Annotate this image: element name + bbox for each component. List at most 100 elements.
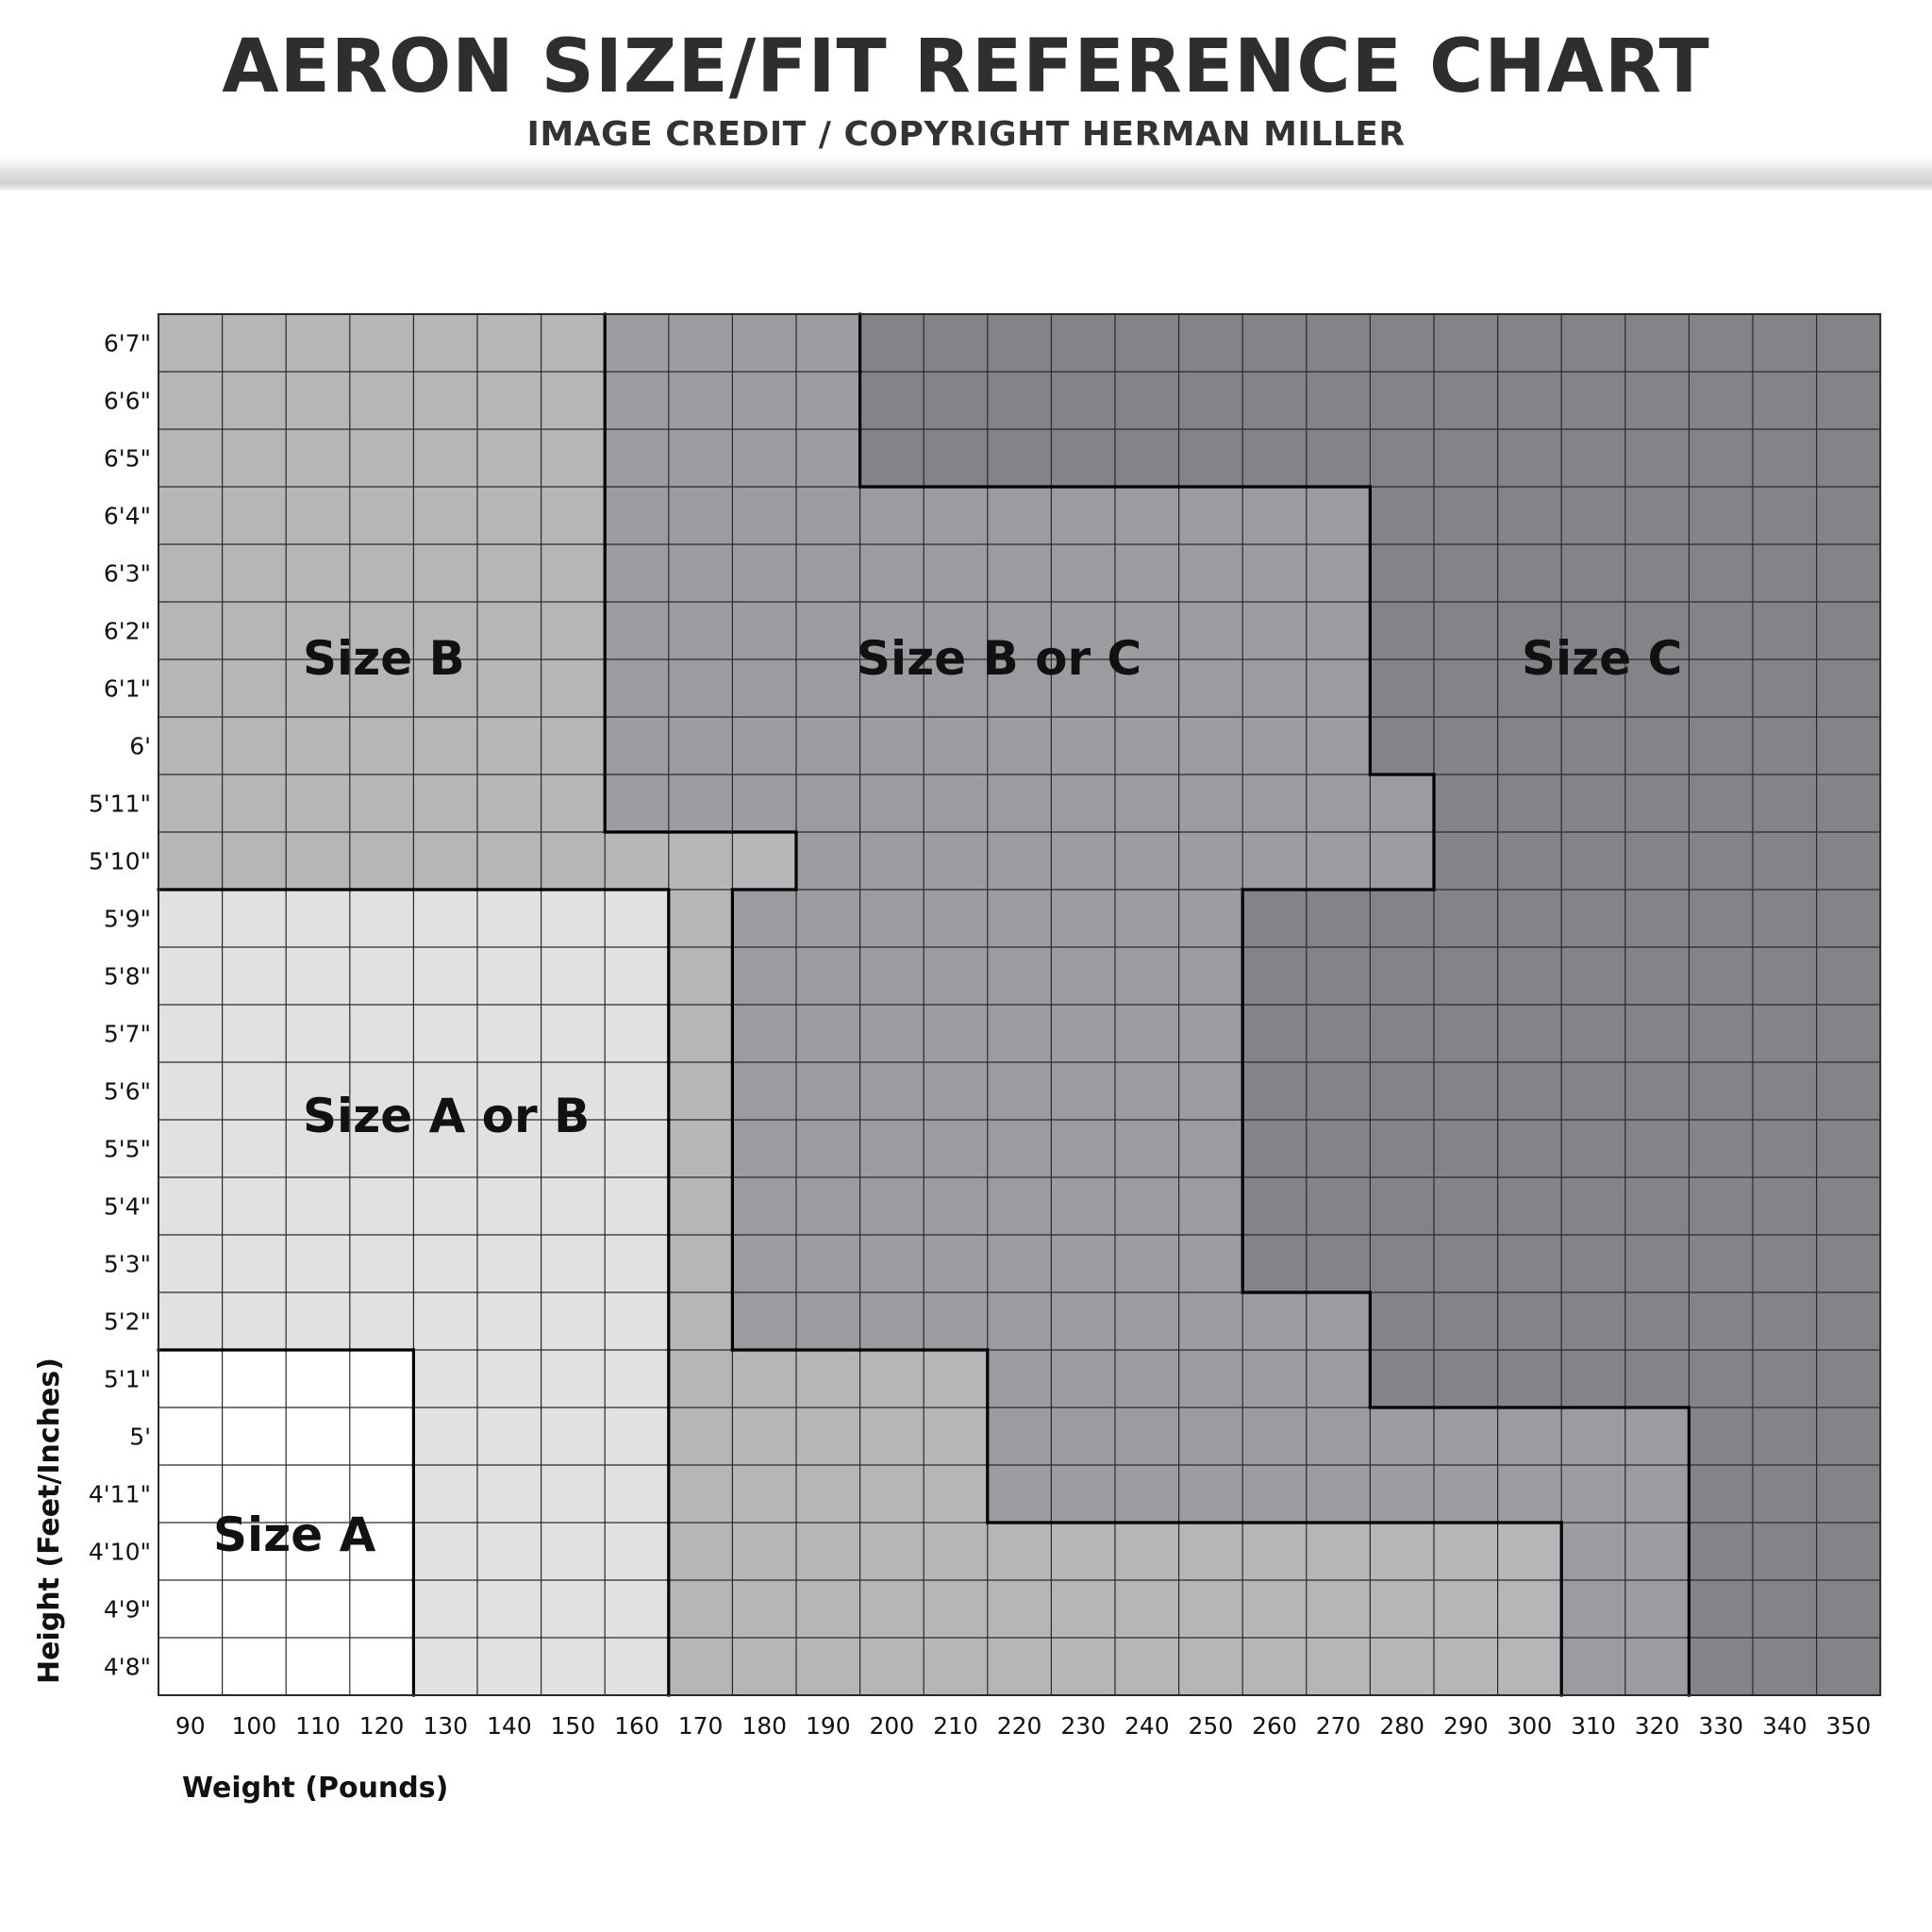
grid-cell bbox=[222, 1120, 287, 1178]
grid-cell bbox=[668, 1062, 733, 1121]
x-tick-label: 210 bbox=[933, 1712, 978, 1740]
grid-cell bbox=[1242, 774, 1307, 833]
grid-cell bbox=[1306, 890, 1371, 948]
grid-cell bbox=[541, 544, 606, 603]
grid-cell bbox=[924, 1638, 989, 1696]
grid-cell bbox=[413, 544, 478, 603]
grid-cell bbox=[732, 832, 797, 891]
grid-cell bbox=[1816, 1235, 1881, 1293]
grid-cell bbox=[1753, 717, 1818, 775]
x-tick-label: 250 bbox=[1189, 1712, 1234, 1740]
y-tick-label: 6'4" bbox=[104, 503, 151, 530]
grid-cell bbox=[1561, 1177, 1626, 1236]
grid-cell bbox=[477, 947, 542, 1006]
grid-cell bbox=[987, 1580, 1052, 1639]
grid-cell bbox=[1370, 544, 1435, 603]
y-axis-ticks: 4'8" 4'9" 4'10" 4'11" 5' 5'1" 5'2" 5'3" 5'4" 5'5"… bbox=[89, 330, 151, 1681]
grid-cell bbox=[924, 372, 989, 430]
grid-cell bbox=[349, 1523, 414, 1581]
grid-cell bbox=[796, 890, 861, 948]
image-credit: IMAGE CREDIT / COPYRIGHT HERMAN MILLER bbox=[526, 115, 1406, 154]
grid-cell bbox=[1306, 1292, 1371, 1351]
grid-cell bbox=[605, 1638, 670, 1696]
grid-cell bbox=[541, 1638, 606, 1696]
grid-cell bbox=[1306, 544, 1371, 603]
grid-cell bbox=[668, 372, 733, 430]
grid-cell bbox=[1306, 947, 1371, 1006]
grid-cell bbox=[349, 1177, 414, 1236]
grid-cell bbox=[1497, 832, 1562, 891]
grid-cell bbox=[222, 1062, 287, 1121]
grid-cell bbox=[924, 774, 989, 833]
y-tick-label: 6' bbox=[129, 733, 151, 760]
grid-cell bbox=[541, 1465, 606, 1524]
grid-cell bbox=[1051, 1120, 1116, 1178]
grid-cell bbox=[1753, 1523, 1818, 1581]
grid-cell bbox=[796, 1407, 861, 1466]
grid-cell bbox=[1624, 1638, 1690, 1696]
grid-cell bbox=[222, 1407, 287, 1466]
x-tick-label: 120 bbox=[359, 1712, 405, 1740]
grid-cell bbox=[286, 947, 351, 1006]
grid-cell bbox=[1816, 1005, 1881, 1063]
region-label-ab: Size A or B bbox=[303, 1089, 590, 1143]
grid-cell bbox=[286, 1062, 351, 1121]
grid-cell bbox=[1816, 947, 1881, 1006]
grid-cell bbox=[1370, 832, 1435, 891]
grid-cell bbox=[605, 1407, 670, 1466]
grid-cell bbox=[158, 717, 224, 775]
grid-cell bbox=[1115, 1465, 1180, 1524]
grid-cell bbox=[1370, 1120, 1435, 1178]
grid-cell bbox=[158, 1407, 224, 1466]
grid-cell bbox=[732, 1465, 797, 1524]
grid-cell bbox=[796, 947, 861, 1006]
grid-cell bbox=[477, 1350, 542, 1408]
grid-cell bbox=[349, 774, 414, 833]
grid-cell bbox=[1306, 314, 1371, 373]
grid-cell bbox=[605, 1005, 670, 1063]
x-tick-label: 290 bbox=[1443, 1712, 1489, 1740]
grid-cell bbox=[1816, 659, 1881, 718]
y-tick-label: 4'11" bbox=[89, 1481, 151, 1508]
grid-cell bbox=[732, 1638, 797, 1696]
x-tick-label: 100 bbox=[232, 1712, 277, 1740]
grid-cell bbox=[1306, 1235, 1371, 1293]
region-label-c: Size C bbox=[1522, 631, 1682, 686]
grid-cell bbox=[222, 372, 287, 430]
grid-cell bbox=[1178, 1005, 1243, 1063]
grid-cell bbox=[1561, 1638, 1626, 1696]
grid-cell bbox=[1051, 1407, 1116, 1466]
grid-cell bbox=[1561, 544, 1626, 603]
grid-cell bbox=[541, 1580, 606, 1639]
grid-cell bbox=[413, 947, 478, 1006]
grid-cell bbox=[541, 659, 606, 718]
grid-cell bbox=[1689, 1580, 1754, 1639]
grid-cell bbox=[1115, 1350, 1180, 1408]
grid-cell bbox=[349, 832, 414, 891]
grid-cell bbox=[1306, 1523, 1371, 1581]
grid-cell bbox=[1816, 774, 1881, 833]
grid-cell bbox=[1624, 1523, 1690, 1581]
y-tick-label: 6'2" bbox=[104, 618, 151, 645]
grid-cell bbox=[987, 1292, 1052, 1351]
grid-cell bbox=[477, 890, 542, 948]
grid-cell bbox=[668, 1005, 733, 1063]
grid-cell bbox=[1816, 1523, 1881, 1581]
grid-cell bbox=[1624, 429, 1690, 488]
grid-cell bbox=[1497, 1638, 1562, 1696]
grid-cell bbox=[1497, 717, 1562, 775]
grid-cell bbox=[222, 659, 287, 718]
region-label-bc: Size B or C bbox=[857, 631, 1141, 686]
grid-cell bbox=[1561, 1120, 1626, 1178]
grid-cell bbox=[541, 774, 606, 833]
grid-cell bbox=[1370, 1638, 1435, 1696]
grid-cell bbox=[796, 1062, 861, 1121]
grid-cell bbox=[1816, 544, 1881, 603]
grid-cell bbox=[1051, 1177, 1116, 1236]
grid-cell bbox=[1624, 602, 1690, 660]
grid-cell bbox=[1115, 890, 1180, 948]
grid-cell bbox=[1816, 429, 1881, 488]
grid-cell bbox=[1242, 1350, 1307, 1408]
x-tick-label: 280 bbox=[1379, 1712, 1424, 1740]
grid-cell bbox=[924, 314, 989, 373]
